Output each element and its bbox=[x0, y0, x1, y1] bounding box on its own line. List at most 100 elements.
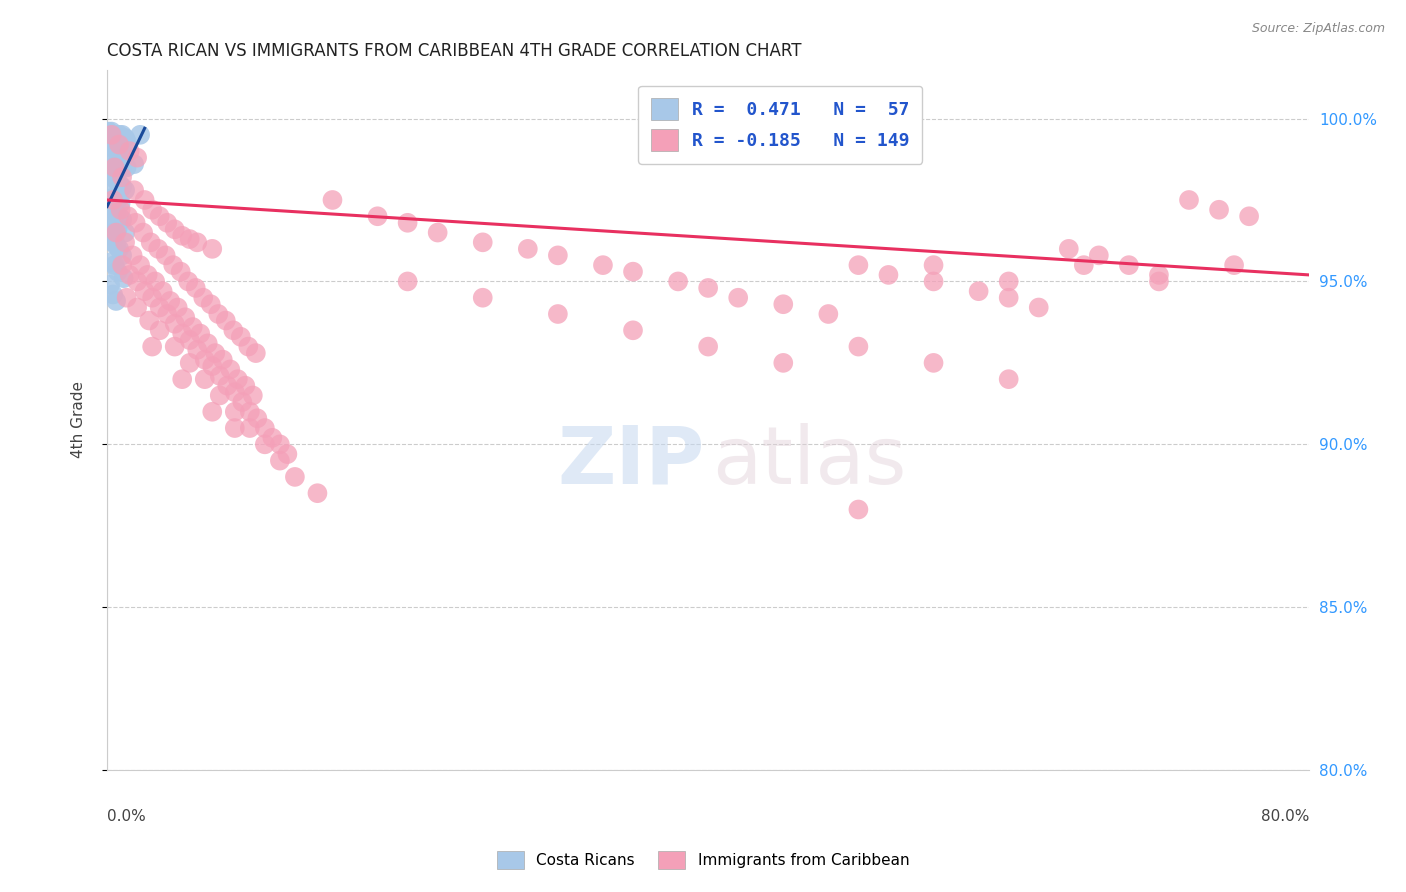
Point bbox=[1147, 275, 1170, 289]
Text: ZIP: ZIP bbox=[557, 423, 704, 501]
Point bbox=[772, 356, 794, 370]
Point bbox=[1118, 258, 1140, 272]
Point bbox=[134, 193, 156, 207]
Legend: R =  0.471   N =  57, R = -0.185   N = 149: R = 0.471 N = 57, R = -0.185 N = 149 bbox=[638, 86, 922, 164]
Point bbox=[1147, 268, 1170, 282]
Point bbox=[122, 183, 145, 197]
Point bbox=[471, 235, 494, 250]
Point bbox=[224, 405, 246, 419]
Point bbox=[107, 144, 129, 158]
Point bbox=[179, 356, 201, 370]
Point bbox=[114, 131, 136, 145]
Point bbox=[253, 437, 276, 451]
Point bbox=[149, 301, 172, 315]
Point bbox=[201, 242, 224, 256]
Point bbox=[242, 388, 264, 402]
Point bbox=[112, 271, 135, 285]
Point bbox=[516, 242, 538, 256]
Point bbox=[103, 258, 125, 272]
Point bbox=[155, 248, 177, 262]
Point bbox=[107, 265, 129, 279]
Point bbox=[98, 228, 121, 243]
Point bbox=[194, 352, 217, 367]
Point bbox=[246, 411, 269, 425]
Point bbox=[129, 128, 152, 142]
Point bbox=[105, 226, 128, 240]
Point bbox=[110, 202, 132, 217]
Point bbox=[111, 161, 134, 175]
Point bbox=[426, 226, 449, 240]
Point bbox=[118, 144, 141, 158]
Text: atlas: atlas bbox=[711, 423, 905, 501]
Point bbox=[172, 326, 194, 341]
Point bbox=[848, 340, 870, 354]
Point bbox=[108, 128, 131, 142]
Point bbox=[226, 372, 249, 386]
Point bbox=[101, 202, 124, 217]
Point bbox=[134, 284, 156, 298]
Point bbox=[107, 193, 129, 207]
Text: 0.0%: 0.0% bbox=[107, 809, 146, 824]
Point bbox=[162, 258, 184, 272]
Point bbox=[727, 291, 749, 305]
Point bbox=[396, 275, 419, 289]
Point bbox=[181, 320, 204, 334]
Point bbox=[179, 232, 201, 246]
Point bbox=[245, 346, 267, 360]
Point bbox=[276, 447, 298, 461]
Point bbox=[188, 326, 211, 341]
Point bbox=[208, 388, 231, 402]
Point bbox=[100, 216, 122, 230]
Point bbox=[103, 128, 125, 142]
Point bbox=[141, 202, 163, 217]
Point bbox=[471, 291, 494, 305]
Point bbox=[100, 186, 122, 201]
Point bbox=[1223, 258, 1246, 272]
Point bbox=[1178, 193, 1201, 207]
Point bbox=[262, 431, 284, 445]
Point bbox=[103, 161, 125, 175]
Point bbox=[1057, 242, 1080, 256]
Point bbox=[174, 310, 197, 325]
Point bbox=[141, 340, 163, 354]
Point bbox=[238, 340, 260, 354]
Point bbox=[222, 323, 245, 337]
Point bbox=[396, 216, 419, 230]
Point bbox=[108, 153, 131, 168]
Text: Source: ZipAtlas.com: Source: ZipAtlas.com bbox=[1251, 22, 1385, 36]
Point bbox=[115, 161, 138, 175]
Point bbox=[224, 421, 246, 435]
Point bbox=[114, 183, 136, 197]
Point bbox=[239, 421, 262, 435]
Point bbox=[269, 453, 291, 467]
Point bbox=[208, 368, 231, 383]
Point bbox=[697, 340, 720, 354]
Point bbox=[172, 372, 194, 386]
Point bbox=[156, 307, 179, 321]
Point bbox=[127, 275, 149, 289]
Point bbox=[201, 359, 224, 373]
Point bbox=[112, 147, 135, 161]
Point bbox=[127, 151, 149, 165]
Point bbox=[107, 131, 129, 145]
Point bbox=[100, 255, 122, 269]
Point bbox=[172, 228, 194, 243]
Point bbox=[193, 291, 215, 305]
Point bbox=[101, 153, 124, 168]
Point bbox=[666, 275, 689, 289]
Point bbox=[141, 291, 163, 305]
Point bbox=[105, 238, 128, 252]
Point bbox=[108, 209, 131, 223]
Point bbox=[101, 170, 124, 185]
Point bbox=[621, 323, 644, 337]
Legend: Costa Ricans, Immigrants from Caribbean: Costa Ricans, Immigrants from Caribbean bbox=[491, 845, 915, 875]
Point bbox=[98, 277, 121, 292]
Point bbox=[98, 167, 121, 181]
Point bbox=[139, 235, 162, 250]
Point bbox=[105, 293, 128, 308]
Point bbox=[229, 330, 252, 344]
Point bbox=[284, 470, 307, 484]
Point bbox=[197, 336, 219, 351]
Point bbox=[111, 212, 134, 227]
Point bbox=[204, 346, 226, 360]
